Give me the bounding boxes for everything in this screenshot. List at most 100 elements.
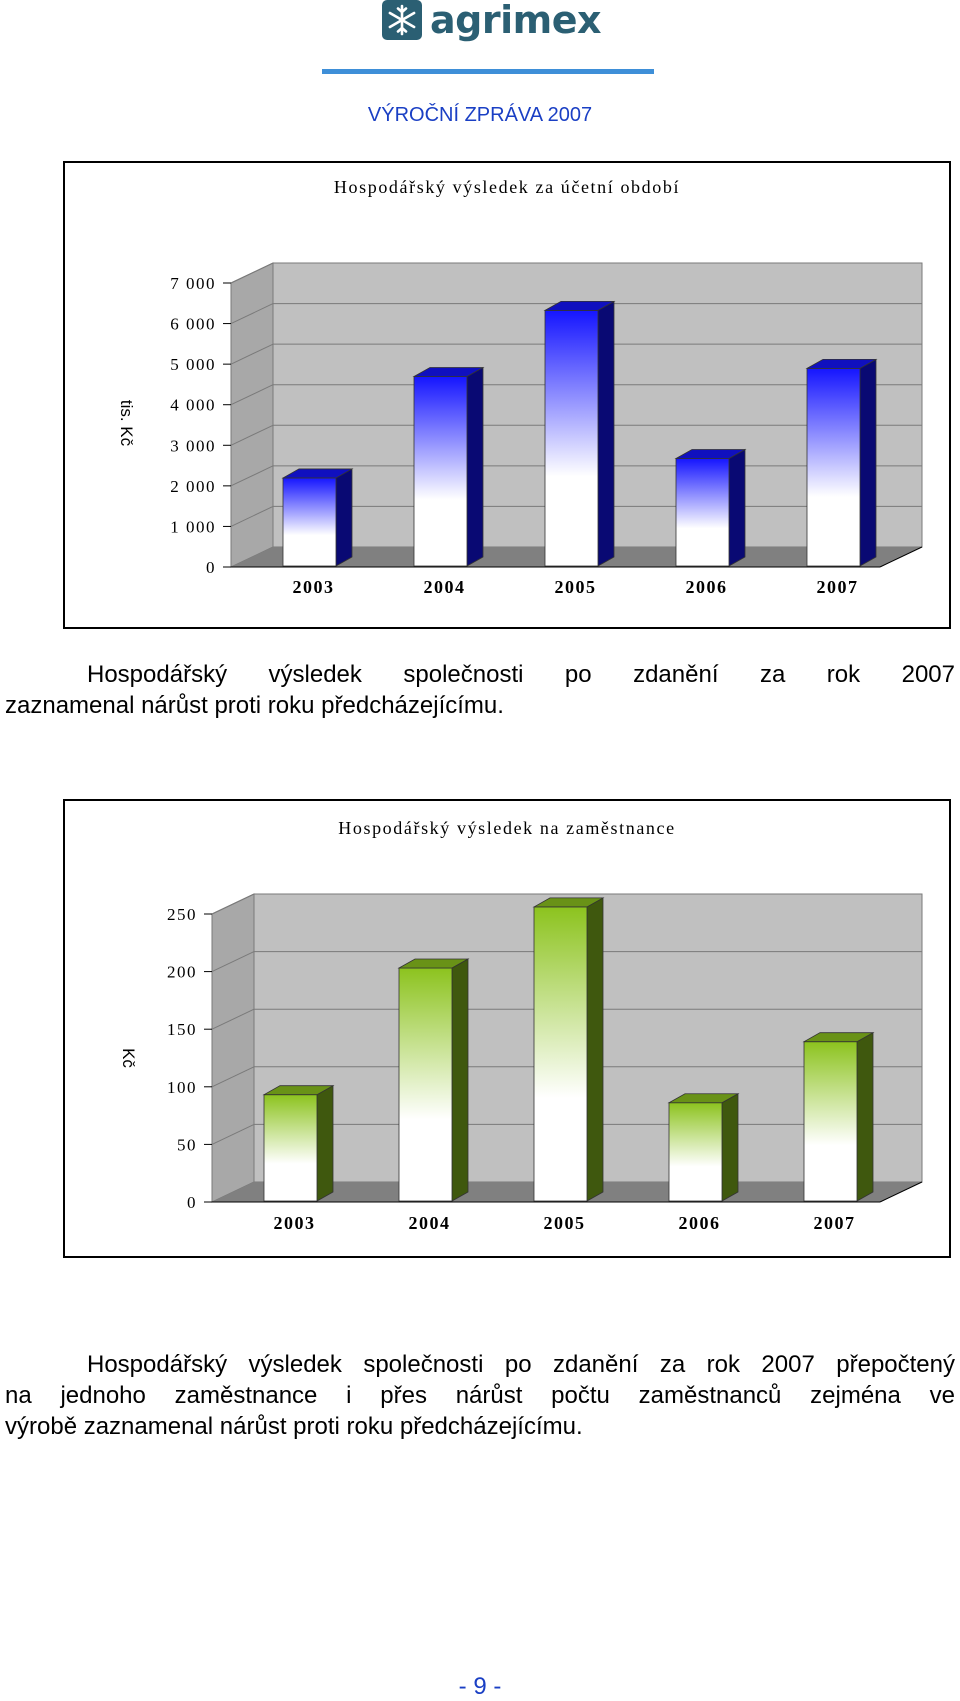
x-category-label: 2006	[679, 1213, 721, 1233]
bar-2005	[532, 897, 605, 1202]
bar-top	[281, 468, 354, 479]
logo-wordmark: agrimex	[430, 0, 602, 42]
bar-2005	[543, 300, 616, 567]
paragraph-profit-per-employee: Hospodářský výsledek společnosti po zdan…	[5, 1349, 955, 1442]
page-number: - 9 -	[458, 1673, 502, 1700]
header-divider	[322, 69, 654, 74]
gridline-side	[230, 505, 274, 527]
y-tick-label: 6 000	[170, 315, 216, 334]
bar-top	[532, 897, 605, 908]
gridline-side	[211, 1066, 255, 1088]
x-category-label: 2005	[544, 1213, 586, 1233]
bar-top	[802, 1032, 875, 1043]
y-tick-label: 2 000	[170, 477, 216, 496]
gridline-side	[230, 465, 274, 487]
gridline-side	[230, 303, 274, 325]
x-category-label: 2004	[409, 1213, 451, 1233]
bar-side	[316, 1085, 334, 1202]
bar-2004	[397, 958, 470, 1202]
y-tick-label: 7 000	[170, 274, 216, 293]
bar-2007	[802, 1032, 875, 1202]
gridline-side	[211, 1008, 255, 1030]
bar-front	[263, 1094, 318, 1202]
chart-profit-per-employee: 0 50 100 150 200 250 2003 2004 2005 2006 2007 Hospo…	[63, 799, 951, 1258]
bar-front	[413, 376, 468, 567]
bar-2006	[667, 1093, 740, 1202]
paragraph-profit-period: Hospodářský výsledek společnosti po zdan…	[5, 659, 955, 721]
x-category-label: 2005	[555, 577, 597, 597]
bar-2007	[805, 358, 878, 567]
bar-side	[859, 358, 877, 567]
bar-front	[803, 1041, 858, 1202]
y-tick-label: 250	[167, 905, 197, 924]
paragraph-2-line-2: na jednoho zaměstnance i přes nárůst poč…	[5, 1382, 955, 1409]
company-logo: agrimex	[382, 0, 602, 44]
x-category-label: 2003	[274, 1213, 316, 1233]
y-tick-label: 3 000	[170, 436, 216, 455]
y-tick-label: 0	[187, 1193, 197, 1212]
x-category-label: 2007	[817, 577, 859, 597]
bar-side	[335, 468, 353, 567]
report-title: VÝROČNÍ ZPRÁVA 2007	[367, 104, 593, 126]
snowflake-icon	[382, 0, 422, 40]
bar-top	[262, 1085, 335, 1096]
y-tick-label: 4 000	[170, 396, 216, 415]
gridline-side	[230, 424, 274, 446]
y-axis-label: tis. Kč	[117, 400, 136, 447]
bar-top	[543, 300, 616, 311]
paragraph-1-line-2: zaznamenal nárůst proti roku předcházejí…	[5, 692, 504, 719]
bar-side	[466, 366, 484, 567]
bar-front	[533, 906, 588, 1202]
bar-front	[675, 458, 730, 567]
chart-profit-period-svg: 0 1 000 2 000 3 000 4 000 5 000 6 000 7 000 2003…	[117, 177, 923, 597]
y-axis-label: Kč	[119, 1048, 138, 1068]
bar-front	[806, 367, 861, 567]
x-category-label: 2003	[293, 577, 335, 597]
bar-front	[398, 967, 453, 1202]
bar-2003	[262, 1085, 335, 1202]
bar-2003	[281, 468, 354, 567]
gridline-side	[230, 384, 274, 406]
x-category-label: 2007	[814, 1213, 856, 1233]
bar-top	[805, 358, 878, 369]
gridline-side	[230, 343, 274, 365]
chart-profit-per-employee-svg: 0 50 100 150 200 250 2003 2004 2005 2006 2007 Hospo…	[119, 818, 923, 1233]
x-axis-depth-line	[879, 546, 923, 568]
paragraph-1-line-1: Hospodářský výsledek společnosti po zdan…	[87, 661, 955, 688]
chart-profit-period: 0 1 000 2 000 3 000 4 000 5 000 6 000 7 000 2003…	[63, 161, 951, 629]
bar-2004	[412, 366, 485, 567]
bar-side	[451, 958, 469, 1202]
y-tick-label: 1 000	[170, 517, 216, 536]
x-axis-depth-line	[879, 1181, 923, 1203]
gridline-side	[230, 262, 274, 284]
bar-2006	[674, 448, 747, 567]
paragraph-2-line-1: Hospodářský výsledek společnosti po zdan…	[87, 1351, 955, 1378]
bar-side	[586, 897, 604, 1202]
y-tick-label: 100	[167, 1078, 197, 1097]
y-tick-label: 5 000	[170, 355, 216, 374]
gridline-side	[211, 1123, 255, 1145]
gridline-side	[211, 951, 255, 973]
chart-side-wall	[211, 893, 255, 1203]
x-category-label: 2004	[424, 577, 466, 597]
bar-side	[856, 1032, 874, 1202]
y-tick-label: 0	[206, 558, 216, 577]
bar-top	[412, 367, 485, 377]
bar-side	[728, 448, 746, 567]
bar-side	[597, 300, 615, 567]
y-tick-label: 150	[167, 1020, 197, 1039]
bar-top	[667, 1093, 740, 1104]
chart-side-wall	[230, 262, 274, 568]
y-tick-label: 50	[177, 1135, 197, 1154]
paragraph-2-line-3: výrobě zaznamenal nárůst proti roku před…	[5, 1413, 583, 1440]
bar-side	[721, 1093, 739, 1202]
bar-front	[282, 477, 337, 567]
y-tick-label: 200	[167, 963, 197, 982]
bar-top	[397, 958, 470, 969]
chart-title: Hospodářský výsledek na zaměstnance	[338, 818, 675, 838]
gridline-side	[211, 893, 255, 915]
bar-front	[668, 1102, 723, 1202]
bar-front	[544, 309, 599, 567]
bar-top	[674, 449, 747, 459]
chart-title: Hospodářský výsledek za účetní období	[334, 177, 680, 197]
